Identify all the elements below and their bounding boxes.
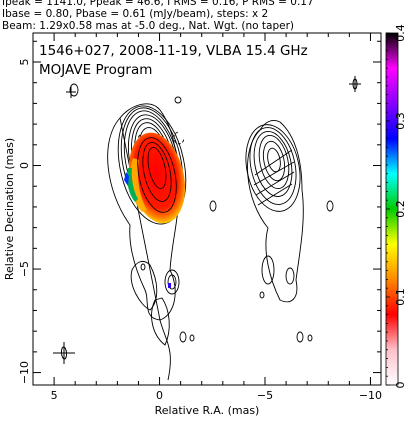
y-tick-label: −5 <box>18 261 31 277</box>
beam-markers <box>53 76 361 364</box>
colorbar-ticks <box>386 32 390 386</box>
colorbar-tick-label: 0.1 <box>394 288 407 306</box>
y-tick-label: −10 <box>18 361 31 384</box>
colorbar-tick-label: 0.4 <box>394 24 407 42</box>
x-tick-label: 5 <box>51 389 58 402</box>
polarization-contours <box>245 119 334 343</box>
y-axis-label: Relative Decination (mas) <box>3 138 16 280</box>
y-tick-label: 0 <box>18 162 31 169</box>
panel-subtitle: MOJAVE Program <box>39 62 152 78</box>
header-line-2: Ibase = 0.80, Pbase = 0.61 (mJy/beam), s… <box>2 8 269 20</box>
header-line-3: Beam: 1.29x0.58 mas at -5.0 deg., Nat. W… <box>2 20 295 32</box>
polarization-edge-green <box>126 168 138 202</box>
colorbar-tick-label: 0.2 <box>394 200 407 218</box>
panel-title: 1546+027, 2008-11-19, VLBA 15.4 GHz <box>39 43 308 59</box>
polarization-edge-blue <box>124 172 129 186</box>
x-tick-label: −5 <box>257 389 273 402</box>
colorbar-tick-label: 0.3 <box>394 112 407 130</box>
axis-tick-labels: 5 0 −5 −10 5 0 −5 −10 <box>18 58 382 402</box>
stokes-i-contours <box>69 83 217 381</box>
map-area <box>53 76 361 381</box>
plot-frame <box>32 32 382 386</box>
colorbar-tick-label: 0 <box>394 382 407 389</box>
x-tick-label: −10 <box>359 389 382 402</box>
x-tick-label: 0 <box>156 389 163 402</box>
header-line-1: Ipeak = 1141.0, Ppeak = 46.6, I RMS = 0.… <box>2 0 314 8</box>
colorbar-tick-labels: 0 0.1 0.2 0.3 0.4 <box>394 24 407 388</box>
axis-ticks <box>32 33 381 385</box>
y-tick-label: 5 <box>18 58 31 65</box>
x-axis-label: Relative R.A. (mas) <box>155 404 260 417</box>
core-contours-overlay <box>137 137 177 213</box>
polarization-spot <box>168 283 171 288</box>
